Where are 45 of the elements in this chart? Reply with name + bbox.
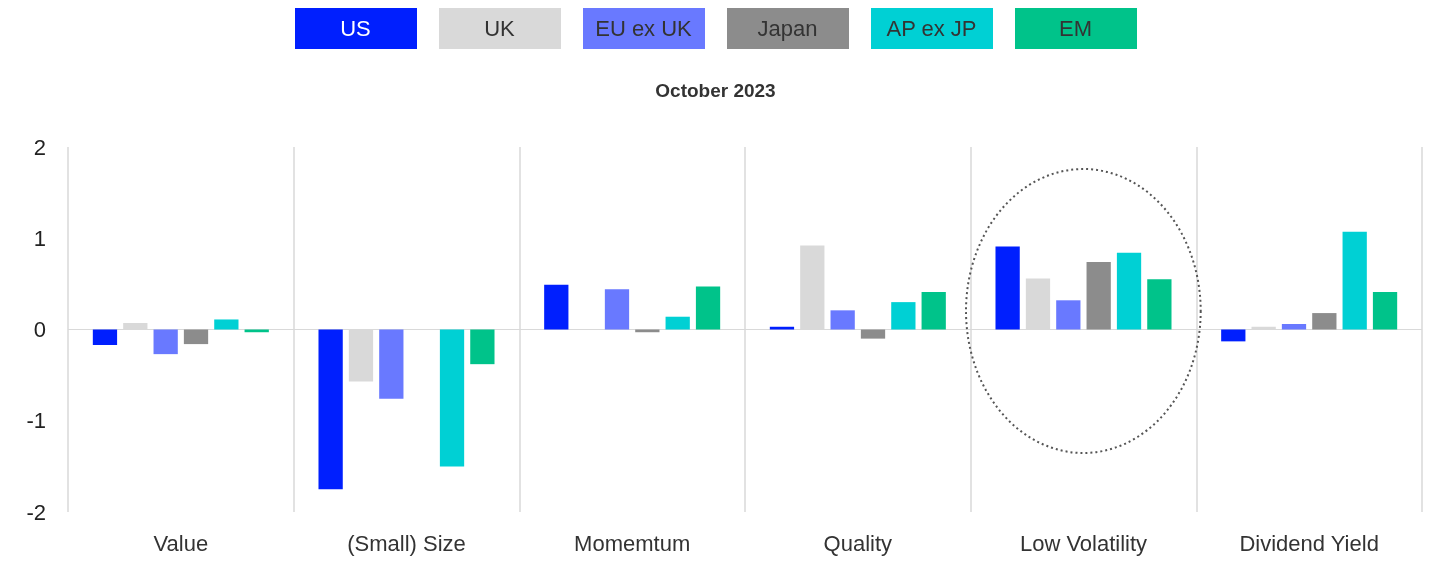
x-tick-label: (Small) Size	[347, 530, 466, 556]
bar	[604, 289, 630, 330]
bar	[470, 329, 495, 365]
x-tick-label: Quality	[823, 530, 893, 556]
bar	[153, 329, 178, 355]
bar	[891, 302, 916, 330]
bar	[1342, 231, 1367, 330]
bar	[1147, 279, 1172, 330]
text: Japan	[726, 8, 849, 49]
bar	[439, 329, 465, 467]
y-tick-label: 0	[33, 317, 46, 342]
text: AP ex JP	[870, 8, 993, 49]
x-tick-label: Dividend Yield	[1239, 530, 1379, 556]
bar	[921, 292, 946, 330]
bar	[665, 316, 690, 330]
y-tick-label: 2	[33, 134, 46, 160]
text: EU ex UK	[582, 8, 705, 49]
text: EM	[1014, 8, 1137, 49]
bar	[1056, 300, 1081, 330]
y-tick-label: 1	[33, 225, 46, 251]
bar	[995, 246, 1020, 330]
bar	[379, 329, 404, 399]
bar	[1116, 252, 1142, 330]
bar	[183, 329, 209, 345]
bar	[318, 329, 343, 490]
y-tick-label: -1	[26, 408, 46, 434]
bar	[1372, 292, 1398, 330]
bar	[830, 310, 855, 330]
bar	[860, 329, 886, 339]
x-tick-label: Momemtum	[574, 530, 691, 556]
text: US	[294, 8, 417, 49]
bar	[695, 286, 721, 330]
bar	[544, 284, 569, 330]
bar	[1281, 324, 1307, 330]
bar	[214, 319, 239, 330]
x-tick-label: Value	[153, 530, 209, 556]
bar	[1086, 261, 1111, 330]
text: UK	[438, 8, 561, 49]
bar	[1221, 329, 1246, 342]
y-tick-label: -2	[26, 499, 46, 525]
x-tick-label: Low Volatility	[1019, 530, 1148, 556]
chart-title: October 2023	[655, 80, 776, 101]
bar	[1312, 313, 1337, 330]
bar	[769, 326, 795, 330]
bar	[92, 329, 118, 346]
